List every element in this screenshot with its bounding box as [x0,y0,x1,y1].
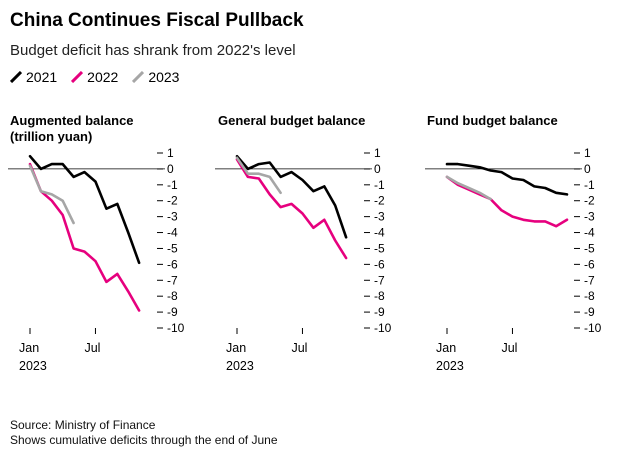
legend: 2021 2022 2023 [10,68,193,86]
panel-title: Augmented balance [10,113,134,128]
y-tick-label: -7 [167,273,178,287]
y-tick-label: -8 [167,289,178,303]
y-tick-label: -10 [167,321,185,335]
legend-label-2021: 2021 [26,69,58,85]
y-tick-label: -2 [167,194,178,208]
series-line-2023 [28,164,75,225]
y-tick-label: -4 [584,226,595,240]
x-year-label: 2023 [19,359,47,373]
y-tick-label: -9 [167,305,178,319]
legend-swatch-line [132,71,145,83]
y-tick-label: -4 [374,226,385,240]
y-tick-label: -3 [167,210,178,224]
x-tick-label: Jan [226,341,246,355]
y-tick-label: -7 [374,273,385,287]
x-year-label: 2023 [436,359,464,373]
x-year-label: 2023 [226,359,254,373]
legend-item-2021: 2021 [10,69,57,85]
series-line-2022 [235,158,348,260]
x-tick-label: Jan [436,341,456,355]
y-tick-label: -10 [584,321,602,335]
legend-item-2022: 2022 [71,69,118,85]
y-tick-label: -3 [374,210,385,224]
series-line-2023 [445,175,492,201]
y-tick-label: -8 [584,289,595,303]
y-tick-label: -4 [167,226,178,240]
y-tick-label: -6 [584,257,595,271]
y-tick-label: 0 [374,162,381,176]
legend-swatch-2022 [71,71,84,83]
chart-title: China Continues Fiscal Pullback [10,10,304,31]
panel-title: (trillion yuan) [10,129,92,144]
y-tick-label: 1 [584,146,591,160]
footer-source: Source: Ministry of Finance [10,418,156,432]
y-tick-label: -5 [584,241,595,255]
x-tick-label: Jul [84,341,100,355]
series-line-2022 [445,175,569,228]
series-line-2023 [235,156,282,195]
y-tick-label: -1 [167,178,178,192]
y-tick-label: 1 [374,146,381,160]
y-tick-label: -10 [374,321,392,335]
x-tick-label: Jul [291,341,307,355]
legend-label-2022: 2022 [87,69,119,85]
y-tick-label: -1 [584,178,595,192]
legend-swatch-2023 [132,71,145,83]
y-tick-label: 0 [167,162,174,176]
y-tick-label: -3 [584,210,595,224]
series-line-2021 [445,162,569,196]
y-tick-label: -2 [374,194,385,208]
y-tick-label: -2 [584,194,595,208]
y-tick-label: -1 [374,178,385,192]
footer-note: Shows cumulative deficits through the en… [10,433,278,447]
y-tick-label: 0 [584,162,591,176]
y-tick-label: -8 [374,289,385,303]
series-line-2022 [28,162,141,312]
y-tick-label: -9 [374,305,385,319]
panel-title: Fund budget balance [427,113,558,128]
y-tick-label: 1 [167,146,174,160]
series-line-2021 [28,154,141,265]
legend-swatch-line [71,71,84,83]
legend-label-2023: 2023 [148,69,180,85]
y-tick-label: -6 [374,257,385,271]
panel-title: General budget balance [218,113,365,128]
y-tick-label: -5 [374,241,385,255]
series-line-2021 [235,154,348,239]
legend-swatch-line [10,71,22,83]
y-tick-label: -5 [167,241,178,255]
y-tick-label: -9 [584,305,595,319]
legend-swatch-2021 [10,71,22,83]
y-tick-label: -6 [167,257,178,271]
chart-subtitle: Budget deficit has shrank from 2022's le… [10,42,296,59]
x-tick-label: Jan [19,341,39,355]
y-tick-label: -7 [584,273,595,287]
legend-item-2023: 2023 [132,69,179,85]
x-tick-label: Jul [501,341,517,355]
